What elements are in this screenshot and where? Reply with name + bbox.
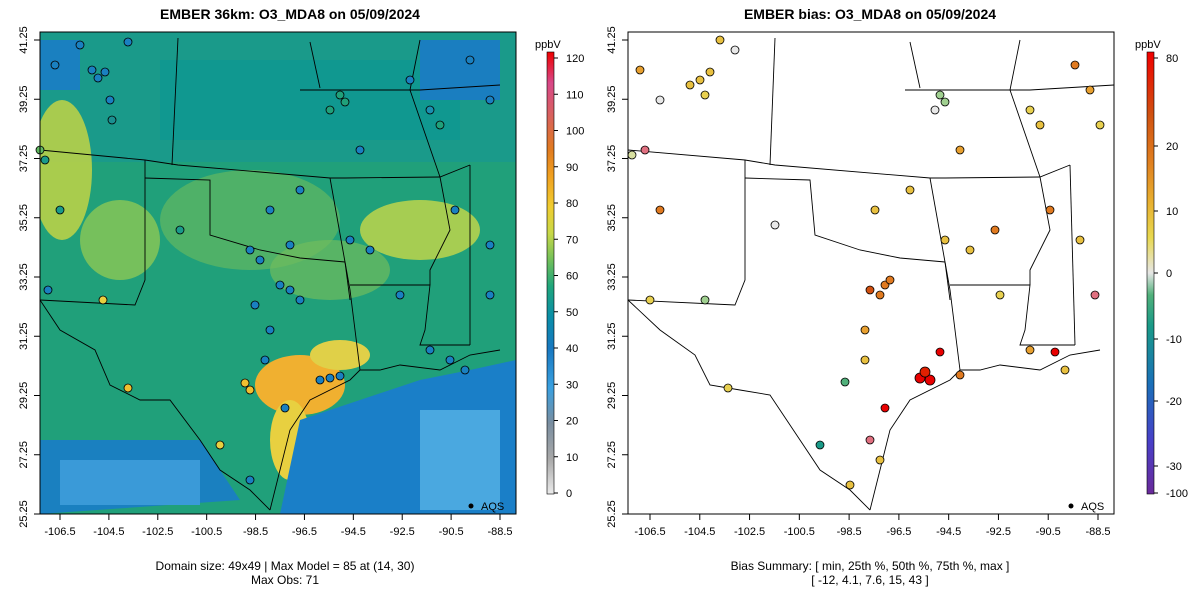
right-x-tick-label: -104.5 — [684, 526, 715, 538]
left-y-tick-label: 35.25 — [18, 204, 30, 232]
left-aqs-legend-label: AQS — [481, 501, 504, 513]
right-y-tick-label: 35.25 — [606, 204, 618, 232]
left-x-tick-label: -92.5 — [390, 526, 415, 538]
left-x-tick-label: -104.5 — [93, 526, 124, 538]
left-colorbar-tick-label: 0 — [566, 488, 572, 500]
left-colorbar-tick-label: 80 — [566, 198, 578, 210]
left-x-axis: -106.5 -104.5 -102.5 -100.5 -98.5 -96.5 -94.5 -… — [44, 514, 513, 538]
left-colorbar-tick-label: 110 — [566, 89, 584, 101]
left-aqs-points — [35, 37, 495, 485]
right-colorbar-tick-label: -20 — [1166, 396, 1182, 408]
left-domain-summary: Domain size: 49x49 | Max Model = 85 at (… — [155, 559, 415, 573]
right-colorbar-tick-label: -10 — [1166, 334, 1182, 346]
left-state-boundaries — [40, 37, 501, 511]
right-y-tick-label: 27.25 — [606, 441, 618, 469]
left-colorbar-tick-label: 90 — [566, 162, 578, 174]
left-x-tick-label: -96.5 — [292, 526, 317, 538]
left-y-tick-label: 25.25 — [18, 500, 30, 528]
right-aqs-points — [627, 35, 1105, 490]
right-colorbar-tick-label: -100 — [1166, 488, 1188, 500]
right-colorbar-tick-label: 0 — [1166, 268, 1172, 280]
left-y-axis: 41.25 39.25 37.25 35.25 33.25 31.25 29.25 27.25… — [18, 26, 40, 528]
right-x-tick-label: -94.5 — [936, 526, 961, 538]
left-colorbar-tick-label: 20 — [566, 416, 578, 428]
right-aqs-legend-marker — [1068, 503, 1074, 509]
bias-summary-header: Bias Summary: [ min, 25th %, 50th %, 75t… — [730, 559, 1010, 573]
right-colorbar-unit: ppbV — [1135, 39, 1161, 51]
left-y-tick-label: 27.25 — [18, 441, 30, 469]
right-x-tick-label: -90.5 — [1036, 526, 1061, 538]
left-colorbar-tick-label: 10 — [566, 452, 578, 464]
right-x-tick-label: -96.5 — [886, 526, 911, 538]
left-colorbar-unit: ppbV — [535, 39, 561, 51]
left-y-tick-label: 39.25 — [18, 85, 30, 113]
right-x-tick-label: -106.5 — [634, 526, 665, 538]
right-footer: Bias Summary: [ min, 25th %, 50th %, 75t… — [620, 559, 1120, 587]
right-aqs-legend-label: AQS — [1081, 501, 1104, 513]
left-aqs-legend-marker — [468, 503, 474, 509]
left-map-title: EMBER 36km: O3_MDA8 on 05/09/2024 — [160, 6, 420, 22]
bias-summary-values: [ -12, 4.1, 7.6, 15, 43 ] — [811, 573, 929, 587]
right-x-axis: -106.5 -104.5 -102.5 -100.5 -98.5 -96.5 -94.5 -… — [634, 514, 1111, 538]
right-y-tick-label: 29.25 — [606, 382, 618, 410]
right-x-tick-label: -102.5 — [734, 526, 765, 538]
left-x-tick-label: -98.5 — [243, 526, 268, 538]
right-y-tick-label: 25.25 — [606, 500, 618, 528]
right-state-boundaries — [628, 37, 1114, 511]
left-colorbar-tick-label: 70 — [566, 234, 578, 246]
right-map: AQS -106.5 -104.5 -102.5 -100.5 -98.5 -96.5 -9… — [606, 26, 1188, 538]
right-map-frame — [627, 31, 1115, 515]
right-x-tick-label: -88.5 — [1085, 526, 1110, 538]
right-x-tick-label: -100.5 — [784, 526, 815, 538]
left-x-tick-label: -106.5 — [44, 526, 75, 538]
left-y-tick-label: 37.25 — [18, 145, 30, 173]
left-x-tick-label: -94.5 — [341, 526, 366, 538]
right-y-tick-label: 41.25 — [606, 26, 618, 54]
right-y-tick-label: 39.25 — [606, 85, 618, 113]
right-colorbar-tick-label: -30 — [1166, 461, 1182, 473]
left-colorbar-tick-label: 100 — [566, 126, 584, 138]
right-y-axis: 41.25 39.25 37.25 35.25 33.25 31.25 29.25 27.25… — [606, 26, 628, 528]
right-y-tick-label: 31.25 — [606, 322, 618, 350]
left-x-tick-label: -102.5 — [142, 526, 173, 538]
left-x-tick-label: -88.5 — [487, 526, 512, 538]
left-map: AQS -106.5 -104.5 -102.5 -100.5 -98.5 -96.5 -9… — [18, 26, 584, 538]
left-colorbar-tick-label: 120 — [566, 53, 584, 65]
left-y-tick-label: 41.25 — [18, 26, 30, 54]
left-x-tick-label: -90.5 — [439, 526, 464, 538]
left-colorbar-tick-label: 40 — [566, 343, 578, 355]
right-colorbar-tick-label: 80 — [1166, 53, 1178, 65]
left-map-frame — [39, 31, 517, 515]
left-colorbar-tick-label: 30 — [566, 379, 578, 391]
left-colorbar-tick-label: 60 — [566, 271, 578, 283]
left-y-tick-label: 33.25 — [18, 263, 30, 291]
left-x-tick-label: -100.5 — [191, 526, 222, 538]
right-map-title: EMBER bias: O3_MDA8 on 05/09/2024 — [743, 6, 997, 22]
left-footer: Domain size: 49x49 | Max Model = 85 at (… — [40, 559, 530, 587]
right-colorbar-tick-label: 20 — [1166, 141, 1178, 153]
left-y-tick-label: 31.25 — [18, 322, 30, 350]
right-y-tick-label: 33.25 — [606, 263, 618, 291]
right-colorbar-tick-label: 10 — [1166, 206, 1178, 218]
left-max-obs: Max Obs: 71 — [250, 573, 320, 587]
right-y-tick-label: 37.25 — [606, 145, 618, 173]
left-y-tick-label: 29.25 — [18, 382, 30, 410]
right-x-tick-label: -92.5 — [986, 526, 1011, 538]
right-colorbar: ppbV 80 20 10 0 -10 -20 -30 -100 — [1135, 39, 1188, 500]
left-colorbar-tick-label: 50 — [566, 307, 578, 319]
concentration-field — [40, 32, 516, 514]
right-x-tick-label: -98.5 — [837, 526, 862, 538]
